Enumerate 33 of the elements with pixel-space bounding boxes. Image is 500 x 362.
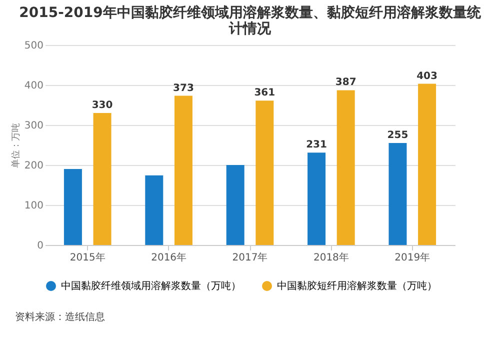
bar — [226, 165, 244, 245]
bar — [388, 143, 407, 245]
data-label: 373 — [173, 82, 194, 94]
x-tick-label: 2018年 — [313, 252, 349, 264]
y-tick-label: 300 — [24, 120, 44, 132]
data-label: 255 — [387, 130, 408, 141]
chart-title: 2015-2019年中国黏胶纤维领域用溶解浆数量、黏胶短纤用溶解浆数量统计情况 — [19, 4, 482, 37]
legend-label: 中国黏胶短纤用溶解浆数量（万吨） — [277, 280, 437, 292]
data-label: 361 — [254, 88, 276, 99]
y-tick-label: 0 — [37, 240, 44, 252]
bar — [418, 84, 436, 245]
bar — [256, 100, 274, 245]
bar — [145, 175, 164, 245]
bar — [174, 96, 192, 245]
data-label: 403 — [416, 70, 438, 82]
data-label: 231 — [306, 140, 328, 151]
y-tick-label: 500 — [24, 40, 44, 52]
legend-label: 中国黏胶纤维领域用溶解浆数量（万吨） — [61, 280, 241, 292]
x-tick-label: 2016年 — [151, 252, 187, 264]
x-tick-label: 2017年 — [232, 252, 268, 264]
data-label: 330 — [92, 100, 113, 111]
y-axis-title: 单位：万吨 — [10, 123, 22, 168]
text: 资料来源：造纸信息 — [15, 311, 105, 323]
x-tick-label: 2019年 — [394, 252, 430, 264]
y-tick-label: 400 — [24, 80, 44, 92]
bar — [93, 113, 112, 245]
bar — [336, 90, 355, 245]
x-tick-label: 2015年 — [70, 252, 106, 264]
bar — [64, 169, 82, 245]
data-label: 387 — [335, 77, 356, 88]
bar — [308, 152, 326, 245]
y-tick-label: 200 — [24, 160, 44, 172]
y-tick-label: 100 — [24, 200, 44, 212]
